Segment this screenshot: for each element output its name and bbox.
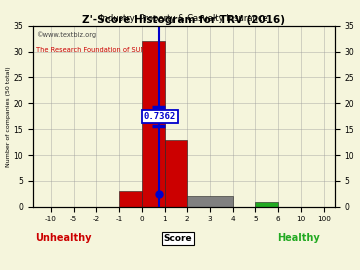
Bar xyxy=(256,202,278,207)
Y-axis label: Number of companies (50 total): Number of companies (50 total) xyxy=(5,66,10,167)
Text: Score: Score xyxy=(163,234,192,243)
Bar xyxy=(165,140,187,207)
Text: The Research Foundation of SUNY: The Research Foundation of SUNY xyxy=(36,48,149,53)
Bar xyxy=(187,196,233,207)
Text: Unhealthy: Unhealthy xyxy=(35,233,91,243)
Text: Healthy: Healthy xyxy=(277,233,320,243)
Title: Z'-Score Histogram for TRV (2016): Z'-Score Histogram for TRV (2016) xyxy=(82,15,285,25)
Bar xyxy=(119,191,142,207)
Text: 0.7362: 0.7362 xyxy=(144,112,176,121)
Bar xyxy=(142,41,165,207)
Text: Industry: Property & Casualty Insurance: Industry: Property & Casualty Insurance xyxy=(100,14,268,23)
Text: ©www.textbiz.org: ©www.textbiz.org xyxy=(36,31,96,38)
